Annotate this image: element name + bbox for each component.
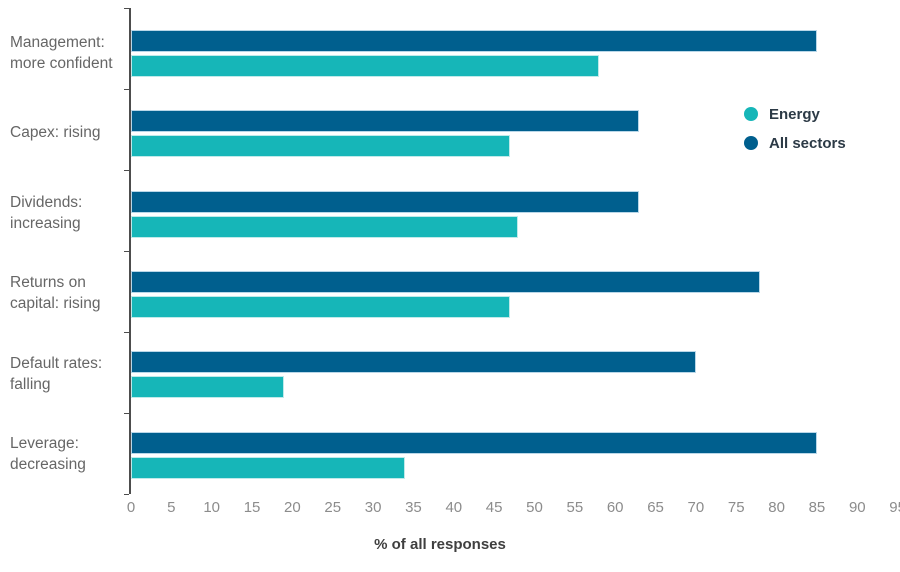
category-axis-tick	[124, 88, 129, 90]
x-axis-tick-label: 5	[167, 499, 176, 516]
category-label-line: Default rates:	[10, 354, 103, 372]
x-axis-tick-label: 95	[889, 499, 900, 516]
category-label-line: Capex: rising	[10, 124, 101, 142]
bar-energy	[131, 456, 406, 479]
x-axis-tick-label: 60	[606, 499, 624, 516]
legend-label: Energy	[769, 105, 820, 123]
category-axis-tick	[124, 493, 129, 495]
x-axis-tick-label: 20	[284, 499, 301, 516]
category-label: Management: more confident	[10, 32, 128, 74]
x-axis-tick-label: 10	[203, 499, 221, 516]
category-axis-tick	[124, 412, 129, 414]
category-label: Dividends: increasing	[10, 192, 128, 234]
category-label-line: Management:	[10, 33, 105, 51]
category-label-line: Leverage:	[10, 435, 79, 452]
x-axis-tick-label: 50	[526, 499, 543, 516]
bar-energy	[131, 295, 511, 318]
x-axis-tick-label: 70	[687, 499, 705, 516]
x-axis-tick-label: 75	[727, 499, 745, 516]
legend-label: All sectors	[769, 134, 846, 152]
category-label-line: increasing	[10, 215, 81, 233]
category-label-line: falling	[10, 375, 51, 393]
category-label: Leverage: decreasing	[10, 433, 128, 475]
x-axis-tick-label: 35	[405, 499, 422, 516]
x-axis-tick-label: 40	[445, 499, 463, 516]
x-axis-tick-label: 30	[364, 499, 382, 516]
bar-energy	[131, 215, 519, 238]
x-axis-tick-label: 55	[566, 499, 584, 516]
bar-all-sectors	[131, 30, 817, 52]
x-axis-title: % of all responses	[374, 536, 506, 553]
bar-all-sectors	[131, 270, 761, 293]
bar-all-sectors	[131, 431, 817, 454]
category-axis-tick	[124, 250, 129, 252]
y-axis-line	[129, 8, 131, 494]
x-axis-tick-label: 80	[768, 499, 785, 516]
category-label-line: capital: rising	[10, 295, 101, 313]
legend-marker-icon	[744, 136, 758, 150]
legend-item: All sectors	[744, 132, 846, 154]
bar-energy	[131, 55, 600, 77]
category-label-line: decreasing	[10, 456, 86, 473]
category-label: Default rates: falling	[10, 353, 128, 395]
category-label-line: Dividends:	[10, 194, 83, 212]
category-label: Capex: rising	[10, 122, 128, 143]
category-label-line: Returns on	[10, 274, 86, 292]
x-axis-tick-label: 0	[126, 499, 136, 516]
legend-marker-icon	[744, 107, 758, 121]
bar-all-sectors	[131, 110, 640, 133]
category-axis-tick	[124, 169, 129, 171]
x-axis-tick-label: 65	[647, 499, 664, 516]
legend-item: Energy	[744, 103, 846, 125]
category-label-line: more confident	[10, 54, 113, 72]
bar-all-sectors	[131, 351, 696, 374]
category-axis-tick	[124, 8, 129, 9]
x-axis-tick-label: 45	[485, 499, 503, 516]
category-axis-tick	[124, 331, 129, 333]
category-label: Returns on capital: rising	[10, 272, 128, 314]
x-axis-tick-label: 25	[324, 499, 342, 516]
bar-all-sectors	[131, 190, 640, 213]
bar-energy	[131, 376, 285, 399]
chart-legend: Energy All sectors	[744, 103, 846, 161]
x-axis-tick-label: 15	[243, 499, 261, 516]
x-axis-tick-label: 90	[848, 499, 866, 516]
x-axis-tick-label: 85	[808, 499, 826, 516]
bar-energy	[131, 135, 511, 158]
